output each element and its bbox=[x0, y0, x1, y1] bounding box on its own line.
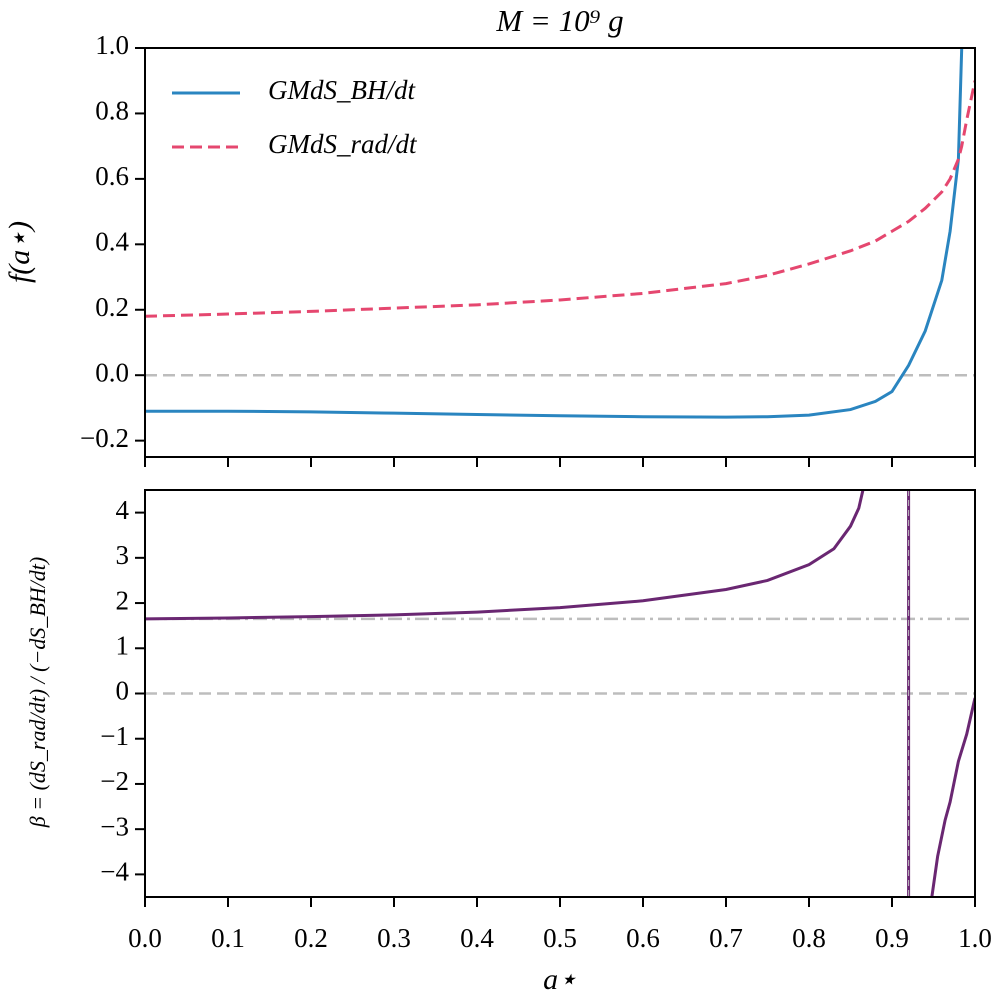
y-tick-label: 4 bbox=[116, 495, 130, 525]
y-axis-label: f(a⋆) bbox=[3, 221, 36, 283]
y-tick-label: 2 bbox=[116, 585, 130, 615]
y-tick-label: 1.0 bbox=[95, 30, 129, 60]
y-tick-label: 3 bbox=[116, 540, 130, 570]
plot-area bbox=[145, 48, 975, 419]
data-line bbox=[145, 490, 975, 897]
y-tick-label: 0.6 bbox=[95, 161, 129, 191]
y-tick-label: 0.0 bbox=[95, 357, 129, 387]
plot-area bbox=[145, 490, 975, 897]
y-tick-label: −3 bbox=[100, 811, 129, 841]
y-tick-label: 0.8 bbox=[95, 96, 129, 126]
x-tick-label: 0.0 bbox=[128, 923, 162, 953]
x-tick-label: 0.3 bbox=[377, 923, 411, 953]
x-tick-label: 0.2 bbox=[294, 923, 328, 953]
data-line bbox=[145, 80, 975, 318]
x-tick-label: 1.0 bbox=[958, 923, 992, 953]
y-axis-label: β = (dS_rad/dt) / (−dS_BH/dt) bbox=[25, 557, 50, 828]
x-tick-label: 0.5 bbox=[543, 923, 577, 953]
axes-frame bbox=[144, 47, 976, 458]
x-axis-label: a⋆ bbox=[543, 963, 577, 996]
legend-label: GMdS_BH/dt bbox=[268, 75, 416, 105]
x-tick-label: 0.1 bbox=[211, 923, 245, 953]
y-tick-label: 1 bbox=[116, 630, 130, 660]
y-tick-label: 0.2 bbox=[95, 292, 129, 322]
y-tick-label: −0.2 bbox=[80, 423, 129, 453]
y-tick-label: 0 bbox=[116, 676, 130, 706]
y-tick-label: 0.4 bbox=[95, 227, 129, 257]
y-tick-label: −2 bbox=[100, 766, 129, 796]
x-tick-label: 0.8 bbox=[792, 923, 826, 953]
legend-label: GMdS_rad/dt bbox=[268, 129, 418, 159]
x-tick-label: 0.6 bbox=[626, 923, 660, 953]
x-tick-label: 0.7 bbox=[709, 923, 743, 953]
chart-title: M = 10⁹ g bbox=[495, 3, 623, 38]
x-tick-label: 0.9 bbox=[875, 923, 909, 953]
data-line bbox=[145, 48, 964, 419]
y-tick-label: −1 bbox=[100, 721, 129, 751]
x-tick-label: 0.4 bbox=[460, 923, 494, 953]
y-tick-label: −4 bbox=[100, 857, 129, 887]
